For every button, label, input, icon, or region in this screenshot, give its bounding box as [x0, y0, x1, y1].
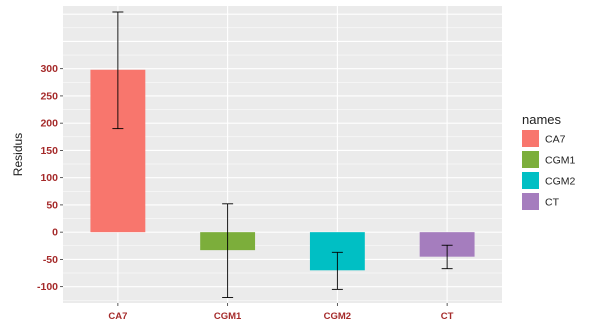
y-tick-label: 100: [40, 172, 58, 184]
y-tick-label: 50: [46, 199, 58, 211]
legend-item-cgm2: CGM2: [522, 172, 575, 189]
legend: names CA7 CGM1 CGM2 CT: [522, 112, 575, 210]
y-tick-label: 150: [40, 145, 58, 157]
legend-item-ca7: CA7: [522, 130, 566, 147]
legend-key: [522, 172, 539, 189]
error-bar-ct: [441, 244, 453, 270]
legend-key: [522, 151, 539, 168]
legend-label: CGM1: [545, 155, 575, 167]
error-bar-ca7: [112, 11, 124, 130]
legend-label: CT: [545, 197, 560, 209]
y-tick-label: -100: [37, 281, 58, 293]
y-tick-label: 250: [40, 90, 58, 102]
y-tick-label: -50: [43, 254, 58, 266]
x-tick-label: CA7: [108, 311, 127, 322]
y-tick-label: 300: [40, 63, 58, 75]
error-bar-cgm1: [222, 203, 234, 299]
y-axis-ticks: -100 -50 0 50 100 150 200 250 300: [37, 63, 63, 293]
legend-key: [522, 130, 539, 147]
legend-title: names: [522, 112, 562, 127]
error-bar-cgm2: [331, 251, 343, 290]
legend-label: CA7: [545, 134, 566, 146]
error-bars-group: [112, 11, 453, 299]
y-tick-label: 0: [52, 227, 58, 239]
legend-label: CGM2: [545, 176, 575, 188]
x-axis-ticks: CA7 CGM1 CGM2 CT: [108, 303, 454, 322]
x-tick-label: CGM1: [214, 311, 242, 322]
y-axis-label: Residus: [11, 133, 25, 176]
legend-item-ct: CT: [522, 193, 560, 210]
legend-item-cgm1: CGM1: [522, 151, 575, 168]
x-tick-label: CT: [441, 311, 454, 322]
y-tick-label: 200: [40, 118, 58, 130]
legend-key: [522, 193, 539, 210]
x-tick-label: CGM2: [324, 311, 351, 322]
legend-items: CA7 CGM1 CGM2 CT: [522, 130, 575, 210]
